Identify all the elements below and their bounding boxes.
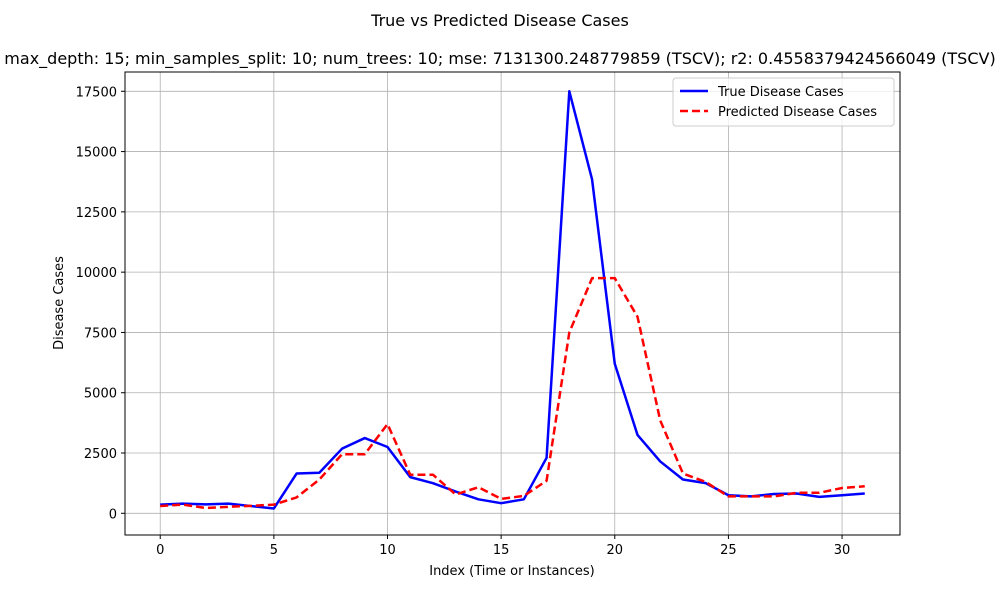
y-tick-label: 12500 bbox=[76, 206, 117, 221]
series-line-predicted-disease-cases bbox=[160, 276, 865, 510]
chart-title: True vs Predicted Disease Cases bbox=[370, 11, 629, 30]
chart-subtitle: max_depth: 15; min_samples_split: 10; nu… bbox=[4, 49, 995, 69]
y-tick-label: 7500 bbox=[84, 326, 117, 341]
y-axis-label: Disease Cases bbox=[52, 256, 67, 350]
x-tick-label: 5 bbox=[270, 543, 278, 558]
y-tick-label: 17500 bbox=[76, 85, 117, 100]
x-tick-label: 30 bbox=[834, 543, 851, 558]
x-tick-label: 20 bbox=[606, 543, 623, 558]
y-tick-label: 15000 bbox=[76, 146, 117, 161]
x-tick-label: 15 bbox=[493, 543, 510, 558]
legend-box bbox=[672, 77, 895, 127]
y-tick-label: 5000 bbox=[84, 387, 117, 402]
x-axis-label: Index (Time or Instances) bbox=[429, 564, 595, 579]
x-tick-label: 25 bbox=[720, 543, 737, 558]
x-tick-label: 10 bbox=[379, 543, 396, 558]
ticks: 0 5 10 15 20 25 30 0 2500 5000 7500 10000 12500 15000… bbox=[76, 85, 851, 558]
x-tick-label: 0 bbox=[156, 543, 164, 558]
plot-frame bbox=[124, 71, 901, 536]
legend: True Disease Cases Predicted Disease Cas… bbox=[672, 77, 895, 127]
y-tick-label: 0 bbox=[109, 507, 117, 522]
legend-label-true: True Disease Cases bbox=[717, 85, 844, 100]
y-tick-label: 10000 bbox=[76, 266, 117, 281]
series-layer bbox=[160, 90, 865, 510]
series-line-true-disease-cases bbox=[160, 90, 865, 510]
y-tick-label: 2500 bbox=[84, 447, 117, 462]
grid bbox=[125, 72, 900, 535]
legend-label-predicted: Predicted Disease Cases bbox=[718, 105, 877, 120]
